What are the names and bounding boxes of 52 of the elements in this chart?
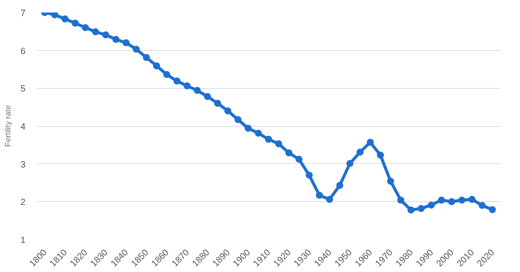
y-tick-label: 3: [20, 159, 26, 170]
point: [142, 54, 150, 62]
point: [82, 24, 89, 32]
point: [448, 198, 456, 206]
point: [356, 148, 364, 156]
point: [468, 196, 476, 203]
y-tick-label: 4: [20, 122, 26, 132]
point: [204, 92, 211, 100]
point: [163, 71, 170, 78]
point: [51, 12, 58, 18]
y-tick-label: 2: [20, 197, 26, 208]
point: [366, 138, 374, 146]
y-tick-label: 1: [20, 235, 26, 245]
point: [112, 36, 120, 43]
point: [336, 182, 344, 189]
y-axis-title: Fertility rate: [3, 104, 12, 147]
point: [184, 82, 191, 90]
point: [376, 152, 384, 159]
point: [397, 196, 404, 204]
point: [224, 107, 232, 114]
point: [254, 130, 262, 137]
point: [306, 172, 313, 179]
point: [102, 31, 110, 38]
point: [285, 149, 292, 156]
point: [458, 196, 466, 204]
point: [418, 204, 425, 212]
point: [407, 206, 414, 214]
point: [244, 124, 252, 132]
point: [488, 206, 496, 214]
point: [326, 196, 334, 203]
point: [173, 77, 180, 84]
point: [122, 39, 130, 46]
point: [265, 136, 272, 143]
point: [428, 202, 435, 209]
point: [214, 100, 222, 107]
y-tick-label: 5: [20, 84, 26, 94]
point: [316, 192, 323, 199]
point: [387, 178, 394, 185]
point: [61, 15, 68, 22]
point: [346, 160, 354, 167]
point: [153, 62, 160, 70]
y-tick-label: 7: [20, 8, 26, 18]
point: [234, 116, 242, 124]
point: [132, 46, 140, 53]
point: [194, 86, 201, 94]
point: [438, 196, 445, 204]
point: [72, 20, 79, 27]
point: [478, 202, 486, 209]
point: [92, 28, 100, 36]
point: [275, 140, 282, 148]
y-tick-label: 6: [20, 46, 26, 56]
point: [296, 156, 303, 163]
